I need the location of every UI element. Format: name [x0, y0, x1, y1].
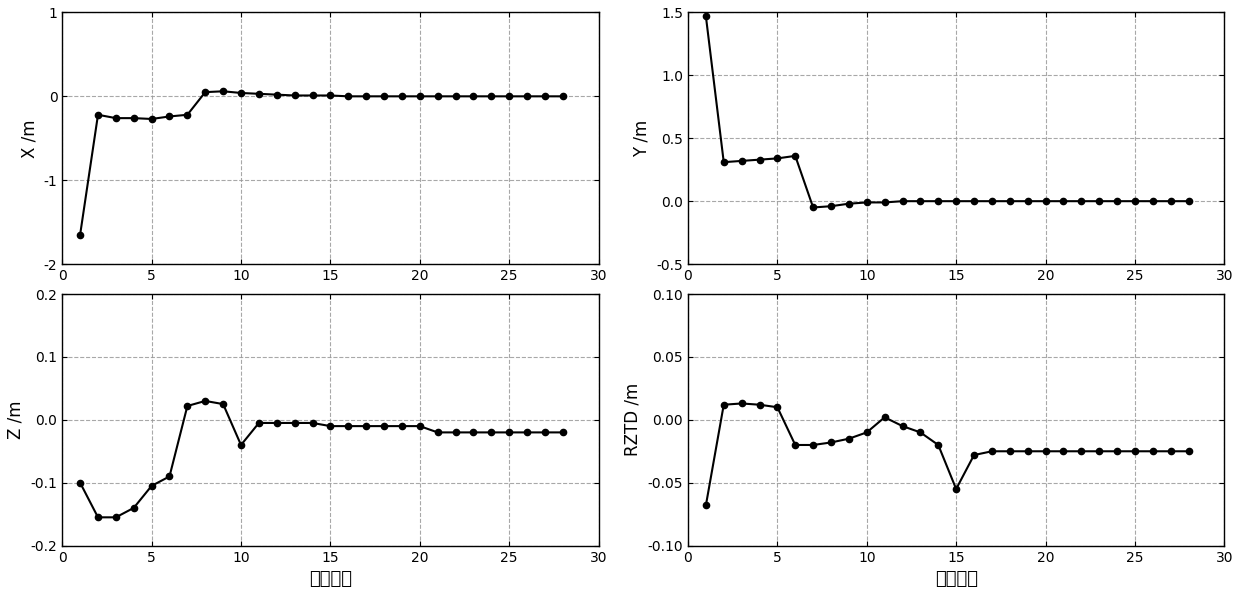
Y-axis label: RZTD /m: RZTD /m [624, 383, 642, 456]
Y-axis label: Z /m: Z /m [7, 400, 25, 439]
Y-axis label: X /m: X /m [20, 119, 38, 158]
X-axis label: 迭代次数: 迭代次数 [935, 570, 977, 588]
X-axis label: 迭代次数: 迭代次数 [309, 570, 352, 588]
Y-axis label: Y /m: Y /m [632, 120, 651, 157]
